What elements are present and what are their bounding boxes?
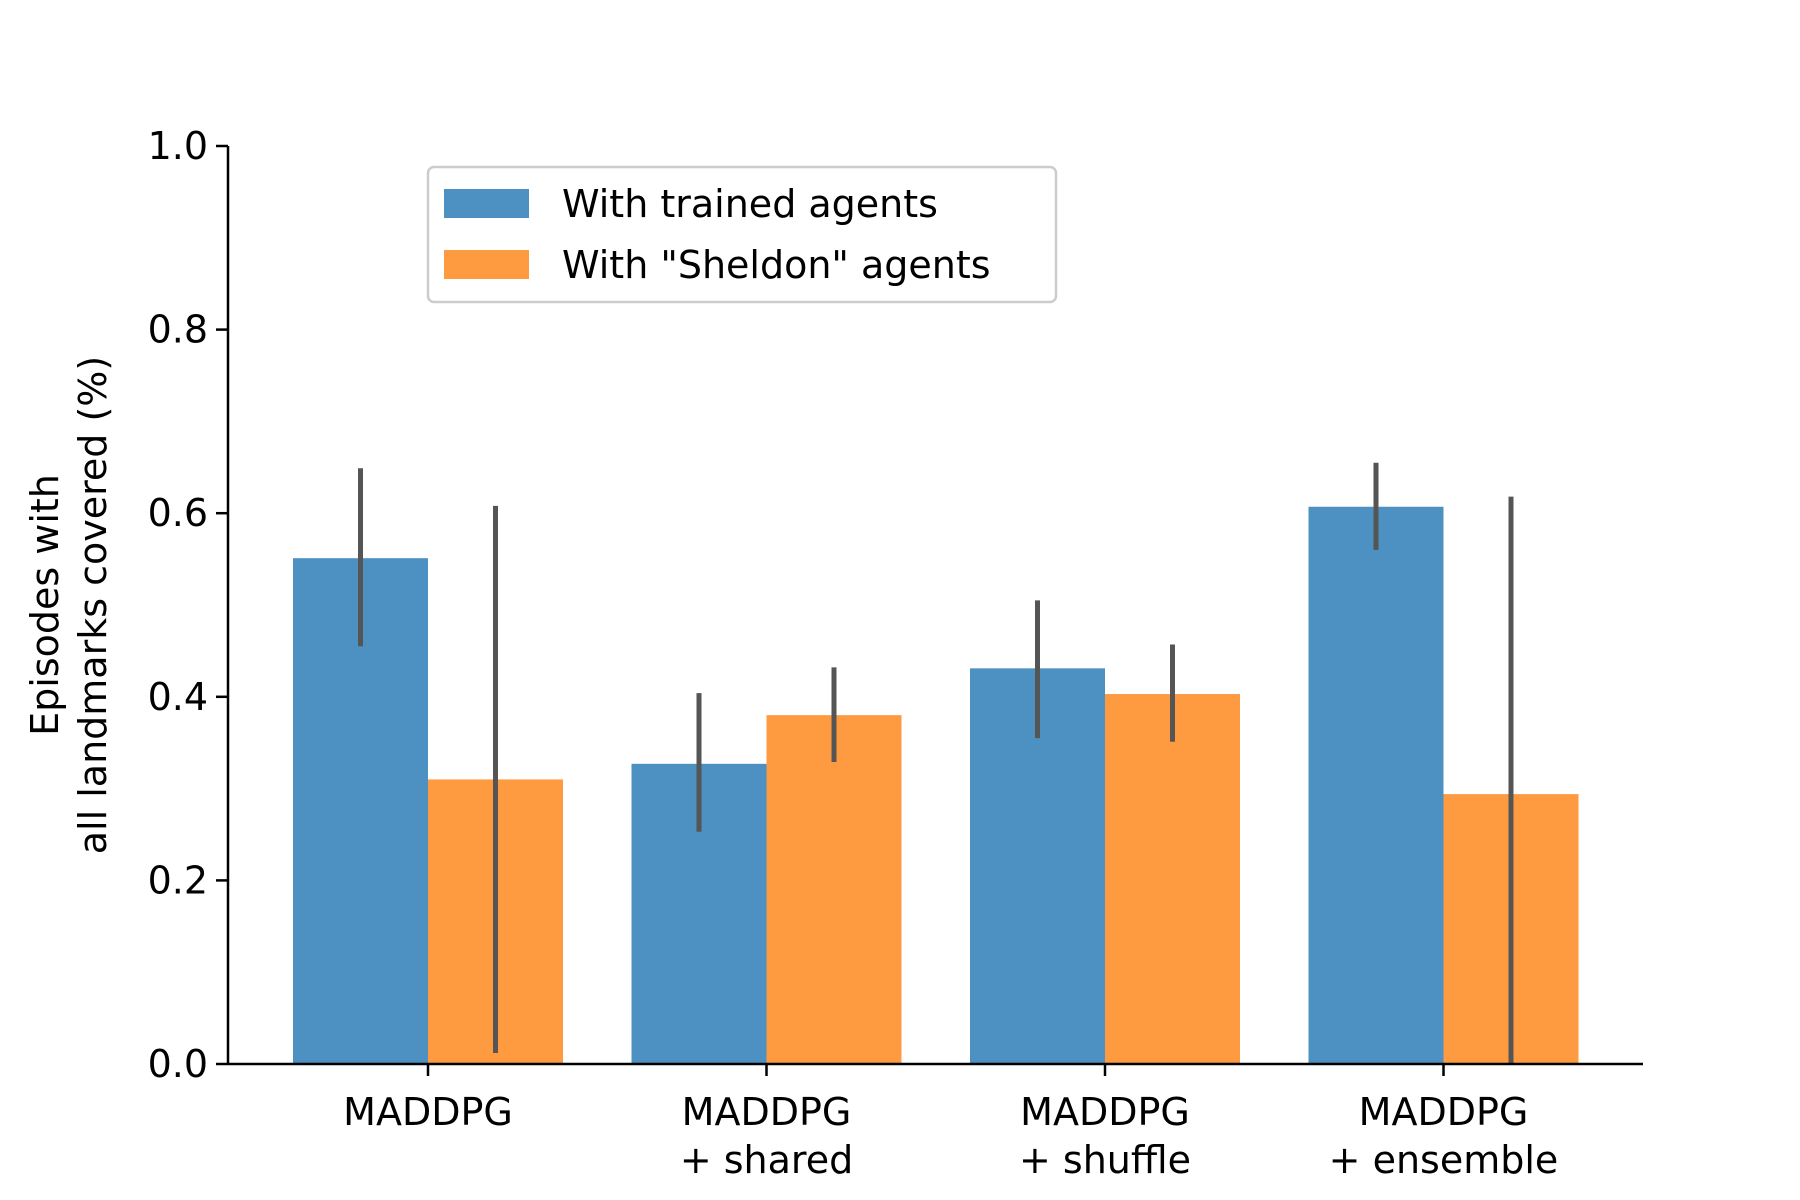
y-axis-label-text: Episodes with all landmarks covered (%) [23, 356, 115, 854]
bar-sheldon-2 [1105, 694, 1240, 1064]
legend-label-sheldon: With "Sheldon" agents [562, 243, 991, 287]
legend-label-trained: With trained agents [562, 182, 938, 226]
x-tick-label: MADDPG + shared [680, 1090, 853, 1182]
legend-swatch-trained [444, 189, 529, 218]
bar-trained-3 [1308, 506, 1444, 1064]
error-bars-layer [358, 462, 1514, 1064]
x-ticks: MADDPG MADDPG + shared MADDPG + shuffle MADDP… [343, 1064, 1558, 1182]
x-tick-label: MADDPG [343, 1090, 513, 1134]
y-tick-label: 0.4 [148, 675, 208, 719]
x-tick-label: MADDPG + ensemble [1329, 1090, 1559, 1182]
y-tick-label: 1.0 [148, 124, 208, 168]
y-tick-label: 0.2 [148, 858, 208, 902]
legend: With trained agents With "Sheldon" agents [426, 165, 1058, 304]
x-tick-label: MADDPG + shuffle [1019, 1090, 1191, 1182]
bars-layer [293, 506, 1579, 1064]
legend-frame [426, 165, 1058, 304]
axes-layer [226, 146, 1643, 1066]
y-tick-label: 0.8 [148, 308, 208, 352]
y-tick-label: 0.0 [148, 1042, 208, 1086]
bar-sheldon-1 [766, 715, 902, 1064]
y-axis-label: Episodes with all landmarks covered (%) [23, 356, 115, 854]
y-ticks: 0.0 0.2 0.4 0.6 0.8 1.0 [148, 124, 228, 1086]
legend-swatch-sheldon [444, 250, 529, 279]
y-tick-label: 0.6 [148, 491, 208, 535]
